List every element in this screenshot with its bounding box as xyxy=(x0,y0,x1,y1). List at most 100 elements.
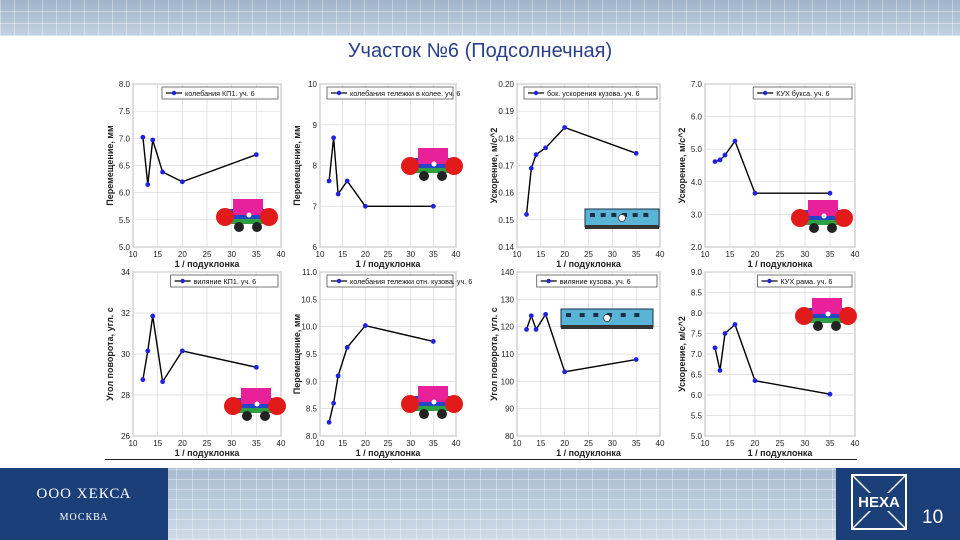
legend-entry: виляние КП1. уч. 6 xyxy=(194,277,257,286)
x-tick-label: 25 xyxy=(384,250,393,259)
data-point xyxy=(827,190,833,196)
x-tick-label: 40 xyxy=(277,439,286,448)
x-tick-label: 15 xyxy=(536,250,545,259)
slide-title: Участок №6 (Подсолнечная) xyxy=(347,40,613,62)
x-tick-label: 20 xyxy=(178,439,187,448)
legend-entry: виляние кузова. уч. 6 xyxy=(560,277,631,286)
y-tick-label: 7.0 xyxy=(691,80,703,89)
x-tick-label: 25 xyxy=(584,250,593,259)
data-point xyxy=(160,169,166,175)
x-tick-label: 15 xyxy=(338,250,347,259)
x-tick-label: 30 xyxy=(227,250,236,259)
x-tick-label: 30 xyxy=(801,250,810,259)
top-decor-band xyxy=(0,0,960,36)
data-point xyxy=(430,339,436,344)
data-point xyxy=(528,313,534,319)
x-tick-label: 40 xyxy=(452,439,461,448)
data-point xyxy=(633,150,639,156)
legend-marker xyxy=(336,90,342,96)
y-tick-label: 9 xyxy=(313,121,318,130)
x-tick-label: 20 xyxy=(560,439,569,448)
data-point xyxy=(633,357,639,362)
legend-entry: КУХ букса. уч. 6 xyxy=(776,89,829,98)
y-tick-label: 110 xyxy=(501,350,514,359)
x-tick-label: 15 xyxy=(726,250,735,259)
x-tick-label: 10 xyxy=(701,250,710,259)
x-tick-label: 10 xyxy=(129,439,138,448)
data-point xyxy=(430,203,436,209)
series-line xyxy=(142,315,257,384)
y-tick-label: 6.0 xyxy=(119,189,131,198)
y-tick-label: 5.5 xyxy=(691,412,703,421)
data-point xyxy=(717,157,723,163)
data-point xyxy=(179,348,185,354)
data-point xyxy=(533,327,539,332)
x-tick-label: 35 xyxy=(252,250,261,259)
chart-panel-1: 10 15 20 25 30 35 40 5.0 5.5 6.0 6.5 7.0 7.5 8.0 колеб… xyxy=(105,80,286,269)
data-point xyxy=(150,137,156,143)
y-tick-label: 8 xyxy=(313,162,318,171)
x-tick-label: 20 xyxy=(751,439,760,448)
y-axis-label: Перемещение, мм xyxy=(292,313,302,394)
y-tick-label: 5.0 xyxy=(691,432,703,441)
x-tick-label: 20 xyxy=(560,250,569,259)
x-tick-label: 20 xyxy=(751,250,760,259)
x-tick-label: 15 xyxy=(338,439,347,448)
y-axis-label: Ускорение, м/с^2 xyxy=(677,316,687,392)
y-tick-label: 30 xyxy=(121,350,130,359)
company-city: МОСКВА xyxy=(59,512,109,523)
y-tick-label: 4.0 xyxy=(691,178,703,187)
y-tick-label: 140 xyxy=(501,268,515,277)
x-tick-label: 25 xyxy=(203,250,212,259)
legend-entry: КУХ рама. уч. 6 xyxy=(781,277,833,286)
y-tick-label: 8.5 xyxy=(691,289,703,298)
x-tick-label: 40 xyxy=(452,250,461,259)
x-tick-label: 35 xyxy=(429,250,438,259)
y-tick-label: 5.0 xyxy=(691,145,703,154)
x-tick-label: 35 xyxy=(429,439,438,448)
data-point xyxy=(562,369,568,375)
legend-marker xyxy=(171,90,177,96)
legend-marker xyxy=(763,90,768,96)
x-tick-label: 20 xyxy=(361,439,370,448)
x-tick-label: 25 xyxy=(203,439,212,448)
data-point xyxy=(335,373,341,379)
bottom-separator xyxy=(105,459,857,460)
data-point xyxy=(253,152,259,158)
y-tick-label: 0.15 xyxy=(498,216,514,225)
x-tick-label: 15 xyxy=(536,439,545,448)
x-tick-label: 20 xyxy=(361,250,370,259)
y-tick-label: 28 xyxy=(121,391,130,400)
company-name: ООО ХЕКСА xyxy=(36,486,132,502)
y-tick-label: 90 xyxy=(505,405,514,414)
series-line xyxy=(714,323,831,395)
data-point xyxy=(722,331,728,336)
y-tick-label: 6.0 xyxy=(691,113,703,122)
legend-entry: колебания тележки отн. кузова. уч. 6 xyxy=(350,277,472,286)
legend-box xyxy=(523,86,658,100)
y-tick-label: 80 xyxy=(505,432,514,441)
bogie-illustration xyxy=(401,386,463,419)
x-tick-label: 40 xyxy=(277,250,286,259)
y-tick-label: 120 xyxy=(501,323,515,332)
x-tick-label: 15 xyxy=(726,439,735,448)
x-tick-label: 40 xyxy=(851,250,860,259)
y-axis-label: Угол поворота, угл. с xyxy=(105,307,115,401)
data-point xyxy=(752,378,758,384)
y-tick-label: 0.17 xyxy=(498,162,514,171)
data-point xyxy=(533,152,539,158)
y-tick-label: 7.0 xyxy=(691,350,703,359)
x-tick-label: 10 xyxy=(316,439,325,448)
chart-panel-2: 10 15 20 25 30 35 40 6 7 8 9 10 колебания тележки в … xyxy=(292,80,463,269)
y-axis-label: Ускорение, м/с^2 xyxy=(677,128,687,204)
data-point xyxy=(543,145,548,151)
bogie-illustration xyxy=(795,298,857,331)
legend-marker xyxy=(336,278,342,284)
x-tick-label: 30 xyxy=(406,250,415,259)
legend-box xyxy=(536,274,658,288)
x-tick-label: 25 xyxy=(584,439,593,448)
x-tick-label: 15 xyxy=(153,439,162,448)
y-tick-label: 100 xyxy=(501,377,515,386)
y-tick-label: 5.0 xyxy=(119,243,131,252)
